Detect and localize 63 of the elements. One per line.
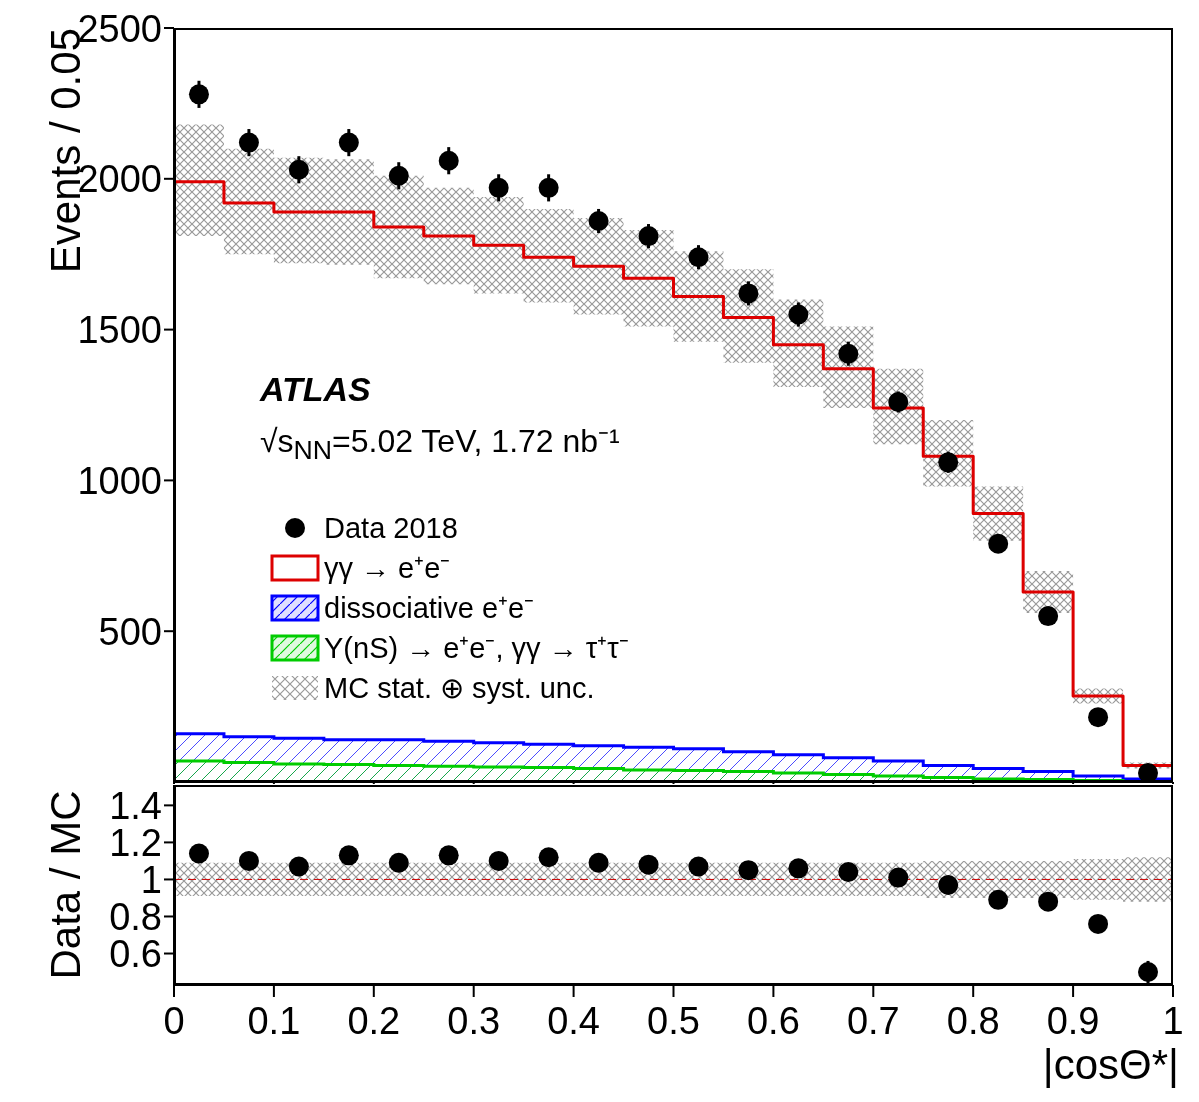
point xyxy=(838,343,859,364)
point xyxy=(638,854,659,875)
annotation: ATLAS xyxy=(260,370,371,409)
point xyxy=(788,304,809,325)
point xyxy=(338,845,359,866)
x-tick-label: 0.6 xyxy=(746,999,800,1042)
point xyxy=(1038,891,1059,912)
point xyxy=(1088,913,1109,934)
x-tick-label: 0.9 xyxy=(1046,999,1100,1042)
x-tick-label: 0.5 xyxy=(647,999,700,1042)
legend-label: dissociative e⁺e⁻ xyxy=(324,591,535,626)
point xyxy=(938,452,959,473)
point xyxy=(788,858,809,879)
point xyxy=(438,150,459,171)
point xyxy=(538,177,559,198)
y-tick-label: 1500 xyxy=(77,309,162,352)
point xyxy=(738,283,759,304)
legend-label: Υ(nS) → e⁺e⁻, γγ → τ⁺τ⁻ xyxy=(324,631,629,666)
point xyxy=(1088,707,1109,728)
x-tick-label: 0 xyxy=(163,999,185,1042)
point xyxy=(1138,962,1159,983)
point xyxy=(938,875,959,895)
x-tick-label: 0.7 xyxy=(846,999,900,1042)
x-tick-label: 1 xyxy=(1162,999,1184,1042)
annotation: √s$_{NN}$=5.02 TeV, 1.72 nb⁻¹ xyxy=(260,422,620,467)
y-tick-label: 500 xyxy=(98,610,162,653)
point xyxy=(738,860,759,881)
point xyxy=(688,247,709,268)
point xyxy=(188,84,209,105)
y-tick-label: 1000 xyxy=(77,459,162,502)
x-axis-title: |cosΘ*| xyxy=(1042,1040,1179,1090)
point xyxy=(588,852,609,873)
legend-label: γγ → e⁺e⁻ xyxy=(324,551,451,586)
point xyxy=(188,843,209,864)
point xyxy=(388,852,409,873)
x-tick-label: 0.1 xyxy=(247,999,301,1042)
x-tick-label: 0.3 xyxy=(447,999,501,1042)
point xyxy=(288,159,309,180)
point xyxy=(1138,762,1159,782)
legend-label: Data 2018 xyxy=(324,511,458,546)
point xyxy=(588,211,609,232)
point xyxy=(288,856,309,877)
point xyxy=(888,867,909,888)
point xyxy=(1038,606,1059,627)
x-tick-label: 0.2 xyxy=(347,999,401,1042)
point xyxy=(438,845,459,866)
y-axis-title: Data / MC xyxy=(41,789,90,982)
point xyxy=(238,850,259,871)
point xyxy=(638,226,659,247)
point xyxy=(388,165,409,186)
x-tick-label: 0.8 xyxy=(946,999,1000,1042)
point xyxy=(488,177,509,198)
point xyxy=(838,862,859,883)
point xyxy=(238,132,259,153)
point xyxy=(888,391,909,412)
point xyxy=(338,132,359,153)
point xyxy=(988,533,1009,554)
x-tick-label: 0.4 xyxy=(547,999,601,1042)
point xyxy=(988,889,1009,910)
point xyxy=(688,856,709,877)
annotation: MC stat. ⊕ syst. unc. xyxy=(324,671,595,706)
point xyxy=(488,850,509,871)
point xyxy=(538,847,559,868)
